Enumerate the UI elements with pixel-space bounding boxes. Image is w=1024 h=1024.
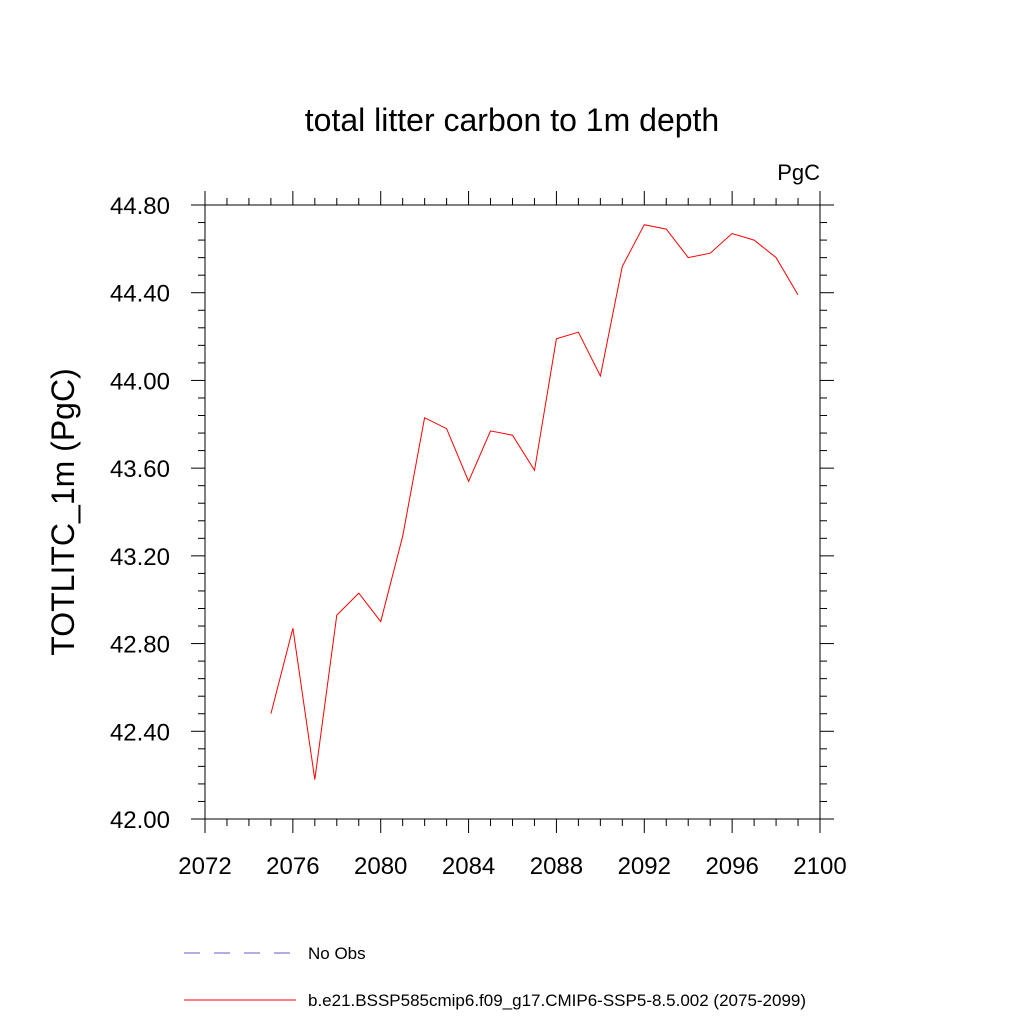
units-label: PgC bbox=[777, 160, 820, 185]
legend-label: b.e21.BSSP585cmip6.f09_g17.CMIP6-SSP5-8.… bbox=[308, 991, 806, 1010]
x-tick-label: 2080 bbox=[354, 853, 407, 880]
chart-title: total litter carbon to 1m depth bbox=[305, 102, 719, 138]
x-tick-label: 2076 bbox=[266, 853, 319, 880]
x-tick-label: 2100 bbox=[793, 853, 846, 880]
y-tick-label: 42.00 bbox=[110, 807, 170, 834]
x-tick-label: 2092 bbox=[618, 853, 671, 880]
x-tick-label: 2084 bbox=[442, 853, 495, 880]
series-line bbox=[270, 224, 799, 780]
series-layer bbox=[270, 224, 799, 780]
y-tick-label: 44.80 bbox=[110, 193, 170, 220]
y-tick-label: 42.40 bbox=[110, 719, 170, 746]
x-tick-label: 2072 bbox=[178, 853, 231, 880]
y-tick-label: 44.00 bbox=[110, 368, 170, 395]
y-tick-label: 42.80 bbox=[110, 632, 170, 659]
y-tick-label: 43.20 bbox=[110, 544, 170, 571]
axis-tick-labels: 2072 2076 2080 2084 2088 2092 2096 2100 42.00 42.… bbox=[110, 193, 847, 880]
plot-frame bbox=[204, 204, 821, 820]
legend-label: No Obs bbox=[308, 944, 366, 963]
x-tick-label: 2088 bbox=[530, 853, 583, 880]
y-tick-label: 43.60 bbox=[110, 456, 170, 483]
y-axis-label: TOTLITC_1m (PgC) bbox=[45, 368, 81, 655]
legend: No Obs b.e21.BSSP585cmip6.f09_g17.CMIP6-S… bbox=[184, 944, 806, 1010]
x-tick-label: 2096 bbox=[705, 853, 758, 880]
axis-ticks bbox=[191, 191, 834, 833]
y-tick-label: 44.40 bbox=[110, 281, 170, 308]
